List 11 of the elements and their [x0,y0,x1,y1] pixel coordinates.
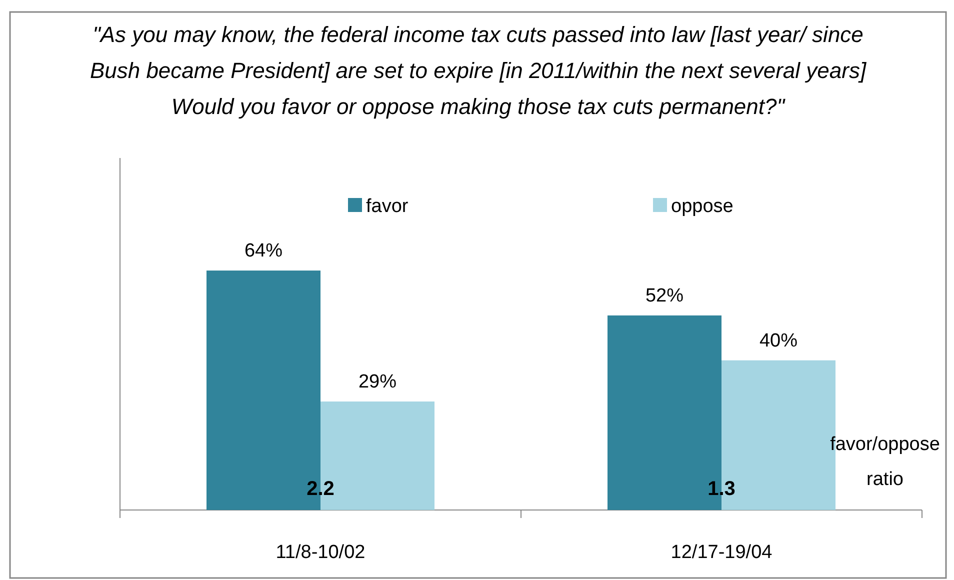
data-label: 64% [244,240,283,262]
x-tick-label: 11/8-10/02 [276,542,366,563]
legend-label: favor [366,196,409,217]
annotation: favor/oppose ratio [830,434,940,490]
data-label: 40% [759,330,798,352]
annotation: 1.3 [708,478,736,500]
chart-title: "As you may know, the federal income tax cuts passed into law [last year/ since Bush became President] are set to expire [in 2011/within the next several years] Would you favor or oppose making those tax cuts permanent?" [90,22,867,119]
data-label: 29% [358,371,397,392]
x-tick-label: 12/17-19/04 [670,542,773,563]
data-label: 52% [645,285,684,306]
legend-label: oppose [671,196,734,217]
